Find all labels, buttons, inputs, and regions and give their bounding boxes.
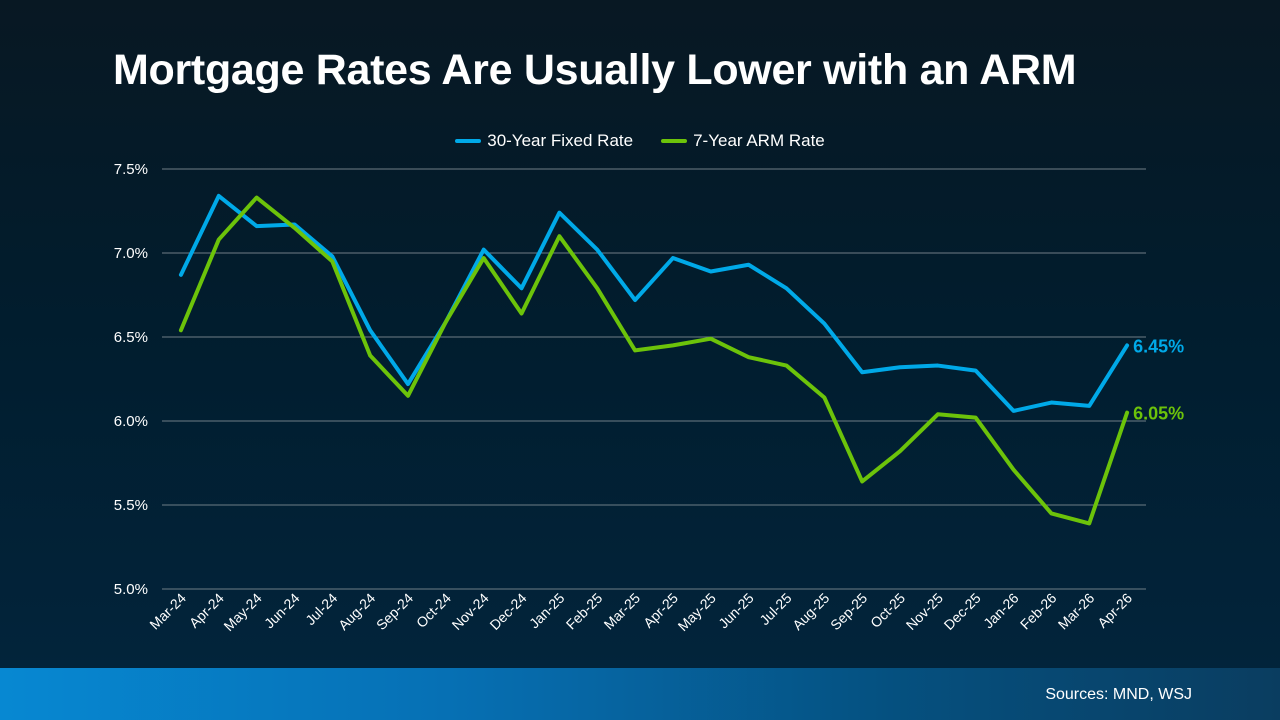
legend-item-30-year-fixed: 30-Year Fixed Rate bbox=[455, 131, 633, 151]
legend-label: 30-Year Fixed Rate bbox=[487, 131, 634, 150]
series-line-30-year-fixed bbox=[178, 193, 1130, 413]
x-tick-label: May-25 bbox=[675, 590, 719, 634]
end-value-label: 6.45% bbox=[1133, 336, 1184, 356]
x-tick-label: Aug-24 bbox=[335, 590, 378, 633]
x-tick-label: Aug-25 bbox=[789, 590, 832, 633]
x-tick-label: Feb-25 bbox=[563, 590, 606, 633]
x-tick-label: Oct-24 bbox=[413, 590, 454, 631]
x-tick-label: May-24 bbox=[220, 590, 264, 634]
x-tick-label: Apr-26 bbox=[1094, 590, 1135, 631]
x-tick-label: Mar-24 bbox=[146, 590, 189, 633]
x-tick-label: Jan-26 bbox=[980, 590, 1022, 632]
x-tick-label: Dec-24 bbox=[486, 590, 529, 633]
y-tick-label: 7.0% bbox=[114, 245, 148, 262]
x-tick-label: Mar-26 bbox=[1055, 590, 1098, 633]
x-tick-label: Jun-24 bbox=[261, 590, 303, 632]
x-tick-label: Dec-25 bbox=[941, 590, 984, 633]
y-tick-label: 5.5% bbox=[114, 497, 148, 514]
source-text: Sources: MND, WSJ bbox=[1045, 686, 1192, 703]
end-value-label: 6.05% bbox=[1133, 404, 1184, 424]
footer-band: Sources: MND, WSJ bbox=[0, 668, 1280, 720]
x-tick-label: Jun-25 bbox=[715, 590, 757, 632]
legend-swatch-30-year-fixed bbox=[455, 139, 482, 143]
legend: 30-Year Fixed Rate 7-Year ARM Rate bbox=[0, 131, 1280, 151]
y-tick-label: 7.5% bbox=[114, 161, 148, 178]
x-tick-label: Nov-25 bbox=[903, 590, 946, 633]
chart-title: Mortgage Rates Are Usually Lower with an… bbox=[113, 46, 1077, 94]
x-tick-label: Mar-25 bbox=[601, 590, 644, 633]
legend-item-7-year-arm: 7-Year ARM Rate bbox=[661, 131, 825, 151]
x-tick-label: Nov-24 bbox=[449, 590, 492, 633]
y-tick-label: 5.0% bbox=[114, 581, 148, 598]
legend-label: 7-Year ARM Rate bbox=[693, 131, 825, 150]
y-tick-label: 6.0% bbox=[114, 413, 148, 430]
x-tick-label: Oct-25 bbox=[867, 590, 908, 631]
series-line-7-year-arm bbox=[178, 195, 1130, 526]
x-tick-label: Feb-26 bbox=[1017, 590, 1060, 633]
x-tick-label: Jan-25 bbox=[526, 590, 568, 632]
y-tick-label: 6.5% bbox=[114, 329, 148, 346]
x-tick-label: Sep-25 bbox=[827, 590, 870, 633]
legend-swatch-7-year-arm bbox=[661, 139, 688, 143]
x-tick-label: Sep-24 bbox=[373, 590, 416, 633]
line-chart: 5.0%5.5%6.0%6.5%7.0%7.5%Mar-24Apr-24May-… bbox=[114, 161, 1185, 634]
